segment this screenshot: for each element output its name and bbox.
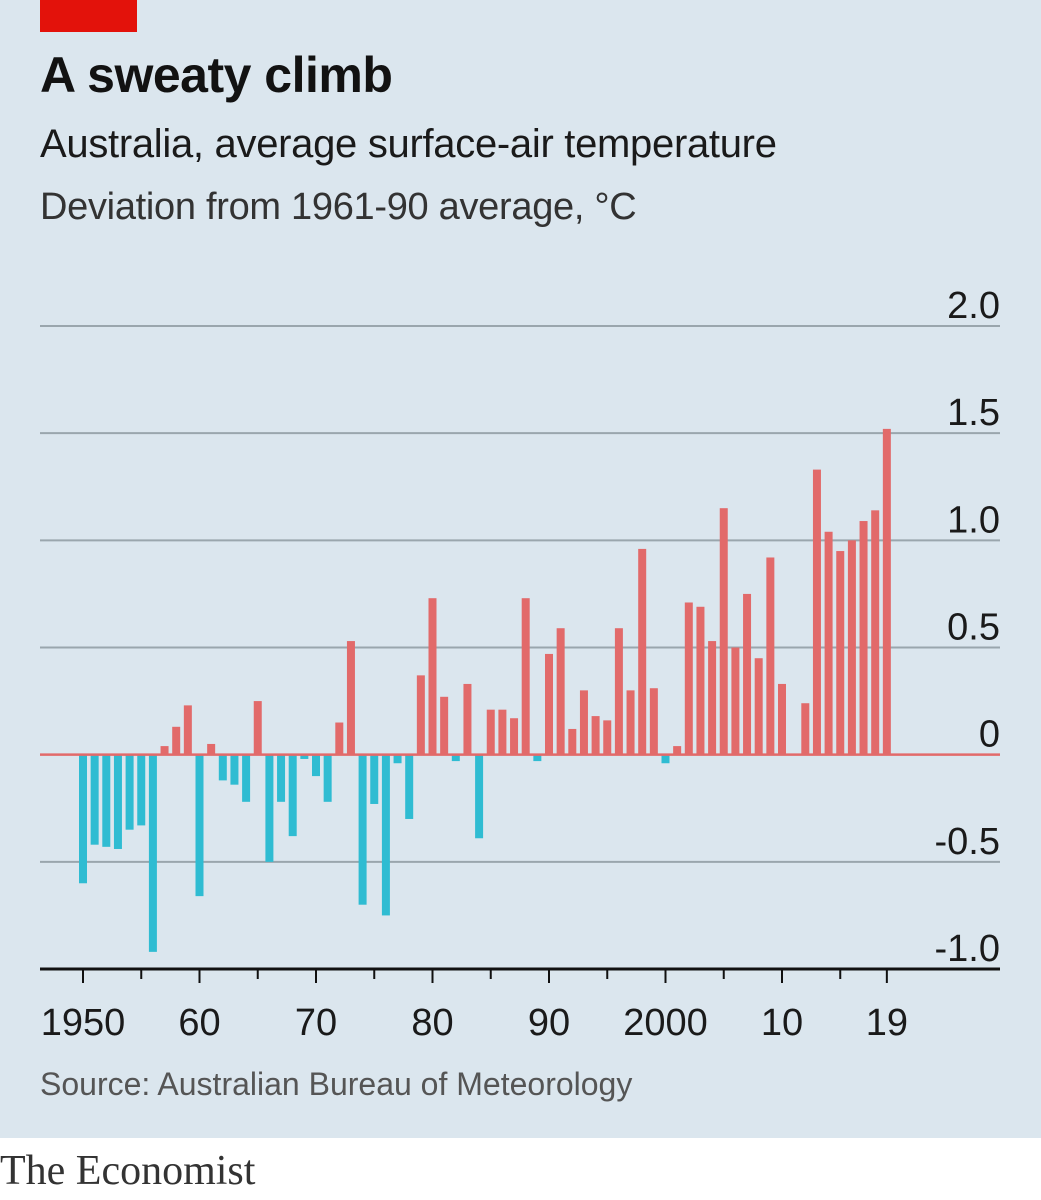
bar-1967 <box>277 754 286 802</box>
bar-1950 <box>79 754 87 884</box>
bar-1962 <box>218 754 227 781</box>
bar-2018 <box>871 510 880 755</box>
bar-2012 <box>801 703 810 755</box>
y-tick-label: -0.5 <box>935 821 1000 863</box>
x-tick-label: 19 <box>866 1002 908 1044</box>
bar-2005 <box>719 508 728 755</box>
chart-subtitle: Australia, average surface-air temperatu… <box>40 122 777 166</box>
bar-1987 <box>510 718 519 755</box>
bar-1994 <box>591 716 600 755</box>
y-tick-label: 1.0 <box>947 499 1000 541</box>
bar-2010 <box>778 683 786 755</box>
bar-1990 <box>545 653 553 755</box>
bar-1991 <box>556 628 565 755</box>
bar-1984 <box>475 754 484 839</box>
bar-1963 <box>230 754 239 785</box>
bar-1981 <box>440 696 449 755</box>
bars <box>79 428 891 952</box>
bar-1954 <box>125 754 134 830</box>
bar-1983 <box>463 683 472 755</box>
bar-2001 <box>673 746 682 755</box>
x-tick-labels: 1950 60 70 80 90 2000 10 19 <box>41 1002 908 1044</box>
bar-2000 <box>661 754 670 764</box>
y-tick-label: 0 <box>979 714 1000 756</box>
bar-1978 <box>405 754 414 819</box>
bar-1972 <box>335 722 344 755</box>
bar-1999 <box>649 688 658 755</box>
bar-1970 <box>312 754 320 777</box>
gridlines <box>40 325 1000 863</box>
bar-2007 <box>743 593 752 755</box>
bar-2006 <box>731 647 740 755</box>
y-tick-label: 1.5 <box>947 392 1000 434</box>
bar-1986 <box>498 709 507 755</box>
y-tick-labels: 2.0 1.5 1.0 0.5 0 -0.5 -1.0 <box>935 285 1000 970</box>
bar-2015 <box>836 551 845 755</box>
y-tick-label: 2.0 <box>947 285 1000 327</box>
bar-1985 <box>486 709 495 755</box>
bar-1980 <box>428 598 437 755</box>
bar-1955 <box>137 754 146 826</box>
x-tick-label: 80 <box>411 1002 453 1044</box>
bar-1964 <box>242 754 251 802</box>
bar-1975 <box>370 754 379 804</box>
x-tick-label: 70 <box>295 1002 337 1044</box>
bar-1995 <box>603 720 612 755</box>
bar-1957 <box>160 746 169 755</box>
brand-logo: The Economist <box>0 1148 256 1194</box>
bar-1951 <box>90 754 99 845</box>
bar-1977 <box>393 754 402 764</box>
bar-1960 <box>195 754 204 897</box>
bar-1959 <box>183 705 192 755</box>
bar-1998 <box>638 548 647 755</box>
x-tick-label: 1950 <box>41 1002 126 1044</box>
bar-1997 <box>626 690 635 755</box>
bar-1996 <box>614 628 623 755</box>
bar-1989 <box>533 754 542 762</box>
y-tick-label: -1.0 <box>935 928 1000 970</box>
bar-chart: 2.0 1.5 1.0 0.5 0 -0.5 -1.0 1950 60 70 80 90 2000 10… <box>40 285 1000 1044</box>
source-note: Source: Australian Bureau of Meteorology <box>40 1066 633 1102</box>
bar-2013 <box>812 469 821 755</box>
bar-1961 <box>207 743 216 755</box>
bar-1993 <box>579 690 588 755</box>
bar-1952 <box>102 754 111 847</box>
bar-1958 <box>172 726 181 755</box>
bar-1968 <box>288 754 297 837</box>
bar-2017 <box>859 521 868 755</box>
bar-2008 <box>754 658 763 755</box>
bar-2003 <box>696 606 705 755</box>
x-tick-label: 2000 <box>623 1002 708 1044</box>
bar-1982 <box>451 754 460 762</box>
bar-1988 <box>521 598 530 755</box>
chart-title: A sweaty climb <box>40 47 393 103</box>
bar-1992 <box>568 728 577 755</box>
bar-1956 <box>148 754 157 952</box>
bar-1974 <box>358 754 367 905</box>
bar-1969 <box>300 754 309 759</box>
bar-2002 <box>684 602 693 755</box>
bar-1965 <box>253 701 262 755</box>
bar-2004 <box>708 641 717 755</box>
bar-2016 <box>847 540 856 755</box>
bar-2009 <box>766 557 775 755</box>
bar-1979 <box>416 675 425 755</box>
x-tick-label: 60 <box>178 1002 220 1044</box>
bar-2014 <box>824 531 833 755</box>
bar-2019 <box>882 428 891 755</box>
bar-1953 <box>113 754 122 849</box>
bar-1971 <box>323 754 332 802</box>
y-tick-label: 0.5 <box>947 607 1000 649</box>
x-tick-label: 10 <box>761 1002 803 1044</box>
brand-red-tab <box>40 0 137 32</box>
unit-label: Deviation from 1961-90 average, °C <box>40 186 637 228</box>
axes <box>40 753 1000 983</box>
bar-1976 <box>381 754 390 916</box>
x-tick-label: 90 <box>528 1002 570 1044</box>
bar-1973 <box>346 641 355 755</box>
bar-1966 <box>265 754 274 862</box>
